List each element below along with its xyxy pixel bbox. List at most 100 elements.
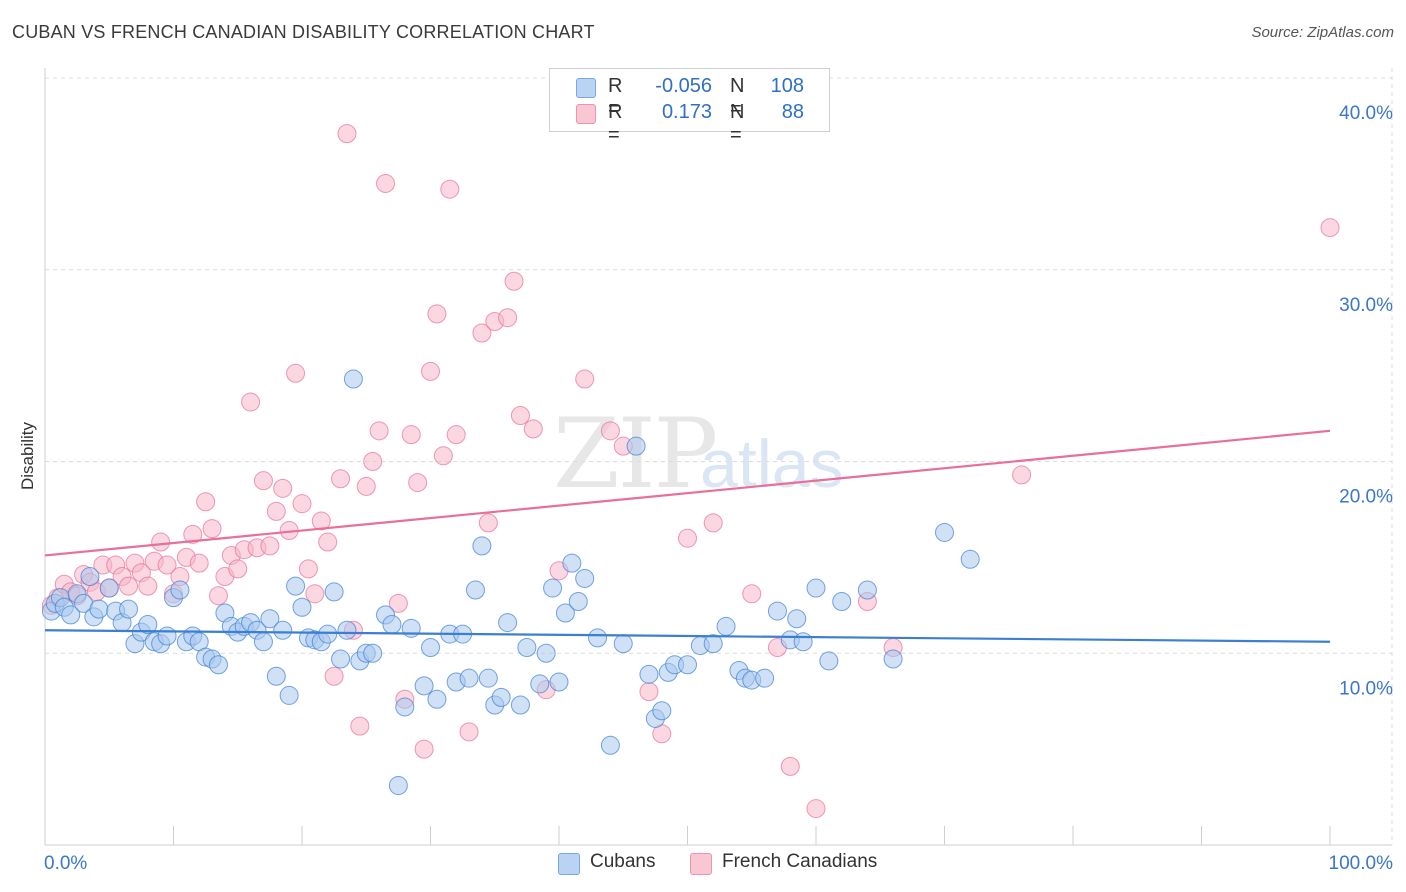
cubans-legend-icon (558, 853, 580, 875)
french-canadians-legend-label: French Canadians (722, 851, 878, 872)
cuban-point (286, 576, 306, 596)
cuban-point (331, 649, 351, 669)
french-canadian-point (639, 682, 659, 702)
cuban-point (472, 536, 492, 556)
french-canadian-point (253, 471, 273, 491)
french-canadian-point (703, 513, 723, 533)
french-canadian-point (446, 425, 466, 445)
cuban-point (138, 614, 158, 634)
cuban-point (588, 628, 608, 648)
r-label: R = (608, 101, 623, 146)
french-canadian-point (151, 532, 171, 552)
cuban-point (543, 578, 563, 598)
french-canadian-point (266, 501, 286, 521)
french-canadian-point (228, 559, 248, 579)
french-canadian-point (119, 576, 139, 596)
french-canadian-point (298, 559, 318, 579)
french-canadian-point (183, 524, 203, 544)
r-label: R = (608, 75, 623, 120)
french-canadian-point (388, 593, 408, 613)
y-tick-label: 40.0% (1339, 103, 1393, 124)
cuban-point (716, 616, 736, 636)
cubans-legend-label: Cubans (590, 851, 656, 872)
cuban-point (208, 655, 228, 675)
french-canadian-point (742, 584, 762, 604)
cuban-point (427, 689, 447, 709)
french-canadian-point (305, 584, 325, 604)
cuban-point (806, 578, 826, 598)
french-canadian-point (157, 555, 177, 575)
french-canadian-point (311, 511, 331, 531)
cuban-point (678, 655, 697, 675)
french-canadian-point (478, 513, 498, 533)
french-canadian-point (459, 722, 479, 742)
cuban-point (883, 649, 903, 669)
axis-labels: 10.0% 20.0% 30.0% 40.0% 0.0% 100.0% Disability (18, 103, 1393, 874)
cuban-point (613, 634, 633, 654)
french-canadian-point (337, 124, 357, 144)
french-canadian-point (780, 756, 800, 776)
french-canadian-point (1012, 465, 1032, 485)
french-canadian-point (363, 452, 383, 471)
french-canadian-point (678, 528, 697, 548)
cuban-point (324, 582, 344, 602)
cuban-point (793, 632, 813, 652)
n-label: N = (730, 75, 745, 120)
cuban-point (318, 624, 338, 644)
french-canadian-point (427, 304, 447, 324)
french-canadian-point (202, 519, 222, 539)
french-canadian-point (440, 179, 460, 199)
y-axis-label: Disability (18, 421, 37, 490)
cuban-point (575, 568, 595, 588)
cuban-point (80, 567, 100, 587)
cuban-point (273, 620, 293, 640)
french-canadian-point (376, 173, 396, 193)
french-canadians-swatch-icon (576, 104, 596, 124)
cubans-swatch-icon (576, 78, 596, 98)
cuban-point (935, 522, 954, 542)
french-canadians-legend-icon (690, 853, 712, 875)
french-canadian-point (241, 392, 261, 412)
french-canadian-point (401, 425, 421, 445)
cuban-point (363, 643, 383, 663)
correlation-legend: R = -0.056 N = 108 R = 0.173 N = 88 (549, 68, 830, 146)
y-tick-label: 20.0% (1339, 487, 1393, 508)
cuban-point (465, 580, 485, 600)
cuban-point (421, 637, 440, 657)
french-canadian-point (208, 586, 228, 606)
french-canadian-point (356, 476, 376, 496)
cuban-point (510, 695, 530, 715)
french-canadian-point (433, 446, 453, 466)
cuban-point (568, 591, 588, 611)
french-canadian-point (189, 553, 209, 573)
cubans-trend-line (44, 629, 1331, 643)
cuban-point (491, 687, 511, 707)
french-canadian-point (273, 478, 293, 498)
cuban-point (857, 580, 877, 600)
cuban-point (395, 697, 415, 717)
french-canadian-point (421, 361, 440, 381)
n-value: 108 (770, 75, 804, 97)
cuban-point (755, 668, 775, 688)
french-canadian-point (369, 421, 389, 441)
cuban-point (382, 614, 402, 634)
cuban-point (279, 685, 299, 705)
cuban-point (260, 609, 280, 629)
cuban-point (388, 776, 408, 796)
french-canadian-point (196, 492, 216, 512)
source-label: Source: ZipAtlas.com (1251, 24, 1394, 41)
grid-lines (45, 68, 1393, 845)
french-canadian-point (408, 473, 428, 493)
french-canadian-point (600, 421, 620, 441)
cuban-point (960, 549, 980, 569)
french-canadian-point (138, 576, 158, 596)
french-canadian-point (575, 369, 595, 389)
r-value: 0.173 (661, 101, 712, 123)
french-canadian-point (414, 739, 434, 759)
french-canadian-point (472, 323, 492, 343)
cuban-point (414, 676, 434, 696)
cuban-point (536, 643, 556, 663)
n-value: 88 (781, 101, 804, 123)
x-tick-label-max: 100.0% (1329, 853, 1394, 874)
